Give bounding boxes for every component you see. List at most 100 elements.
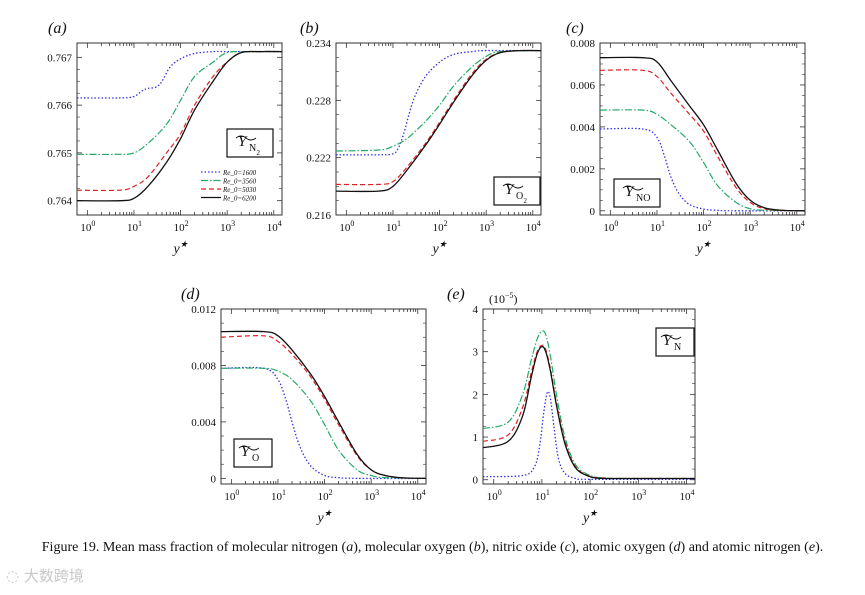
y-tick-label: 0.004: [191, 417, 216, 429]
series-line-03560: [336, 50, 541, 152]
x-tick-label: 102: [433, 219, 448, 234]
species-label-box: [613, 178, 661, 208]
caption-body-5: ) and atomic nitrogen (: [680, 540, 809, 555]
x-tick-exponent: 1: [546, 488, 550, 497]
series-line-05030: [600, 69, 805, 212]
y-tick-label: 2: [473, 389, 479, 401]
caption-body-3: ), nitric oxide (: [480, 540, 565, 555]
tilde-mark: [502, 183, 524, 189]
y-tick-label: 0.008: [570, 38, 595, 50]
species-sub-digit: 2: [257, 149, 261, 157]
x-tick-label: 100: [603, 219, 618, 234]
panel-label: (c): [566, 20, 584, 37]
x-tick-exponent: 0: [498, 488, 502, 497]
y-tick-label: 0.216: [306, 210, 331, 222]
series-line-03560: [77, 50, 282, 156]
species-label-box: [493, 176, 541, 206]
x-tick-label: 100: [487, 488, 502, 503]
y-tick-label: 0.766: [47, 100, 72, 112]
y-tick-label: 0.008: [191, 360, 216, 372]
panel-b: (b)100 101 102 103 1040.2160.2220.2280.234y★…: [300, 20, 542, 257]
species-symbol: Y: [241, 444, 251, 460]
x-tick-label: 104: [526, 219, 541, 234]
panel-label: (b): [300, 20, 319, 37]
y-tick-label: 0: [590, 206, 596, 218]
x-tick-label: 103: [631, 488, 646, 503]
series-line-03560: [600, 109, 805, 212]
x-tick-exponent: 4: [801, 219, 805, 228]
x-tick-label: 104: [267, 219, 282, 234]
tilde-mark: [660, 334, 682, 340]
x-tick-label: 101: [386, 219, 401, 234]
plot-frame: [220, 308, 427, 485]
tilde-mark: [622, 185, 644, 191]
x-axis-label: y★: [431, 239, 448, 257]
x-tick-exponent: 2: [329, 488, 333, 497]
x-tick-label: 104: [680, 488, 695, 503]
y-tick-label: 4: [473, 304, 479, 316]
series-line-06200: [336, 49, 541, 193]
panel-label: (d): [181, 286, 200, 303]
legend-entry: Re_0=5030: [222, 186, 257, 194]
caption-body-2: ), molecular oxygen (: [353, 540, 474, 555]
x-tick-label: 100: [80, 219, 95, 234]
series-line-01600: [483, 390, 695, 480]
x-tick-exponent: 1: [661, 219, 665, 228]
x-tick-exponent: 0: [350, 219, 354, 228]
x-axis-label-star: ★: [324, 508, 333, 518]
species-subscript: O: [252, 453, 259, 464]
x-tick-exponent: 3: [231, 219, 235, 228]
x-axis-label-star: ★: [180, 239, 189, 249]
x-tick-exponent: 2: [708, 219, 712, 228]
x-tick-exponent: 3: [375, 488, 379, 497]
y-tick-label: 1: [473, 432, 479, 444]
caption-body-6: ).: [815, 540, 824, 555]
y-multiplier: (10−5): [489, 291, 518, 306]
caption-ref-e: e: [808, 540, 816, 555]
species-subscript: N: [674, 342, 681, 353]
x-axis-label-star: ★: [703, 239, 712, 249]
y-tick-label: 3: [473, 347, 479, 359]
series-line-05030: [483, 344, 695, 480]
series-line-05030: [336, 49, 541, 186]
x-tick-label: 104: [790, 219, 805, 234]
y-tick-label: 0.006: [570, 80, 595, 92]
species-symbol: Y: [238, 134, 248, 150]
x-tick-label: 100: [339, 219, 354, 234]
series-line-06200: [600, 56, 805, 212]
x-tick-label: 100: [224, 488, 239, 503]
y-tick-label: 0.004: [570, 122, 595, 134]
y-tick-label: 0: [473, 475, 479, 487]
x-axis-label: y★: [695, 239, 712, 257]
series-line-06200: [77, 50, 282, 202]
x-tick-label: 103: [220, 219, 235, 234]
x-axis-label: y★: [316, 508, 333, 526]
x-tick-exponent: 4: [691, 488, 695, 497]
x-tick-label: 101: [271, 488, 286, 503]
species-symbol: Y: [625, 184, 635, 200]
species-label-box: [233, 438, 273, 468]
y-tick-label: 0.228: [306, 95, 331, 107]
x-tick-label: 103: [743, 219, 758, 234]
species-subscript: O: [516, 191, 523, 202]
series-line-03560: [221, 367, 426, 479]
x-tick-label: 103: [364, 488, 379, 503]
x-tick-exponent: 4: [537, 219, 541, 228]
panel-a: (a)100 101 102 103 1040.7640.7650.7660.767y★…: [47, 20, 283, 257]
y-tick-label: 0: [211, 473, 217, 485]
species-symbol: Y: [505, 182, 515, 198]
y-tick-label: 0.765: [47, 148, 72, 160]
x-tick-exponent: 0: [91, 219, 95, 228]
x-tick-exponent: 3: [490, 219, 494, 228]
species-label-box: [655, 327, 695, 357]
x-tick-exponent: 2: [444, 219, 448, 228]
x-tick-label: 101: [127, 219, 142, 234]
x-tick-exponent: 4: [422, 488, 426, 497]
caption-prefix: Figure 19.: [41, 540, 100, 555]
caption-body-1: Mean mass fraction of molecular nitrogen…: [102, 540, 347, 555]
x-axis-label-star: ★: [439, 239, 448, 249]
x-tick-label: 102: [174, 219, 189, 234]
species-label-box: [226, 128, 274, 158]
